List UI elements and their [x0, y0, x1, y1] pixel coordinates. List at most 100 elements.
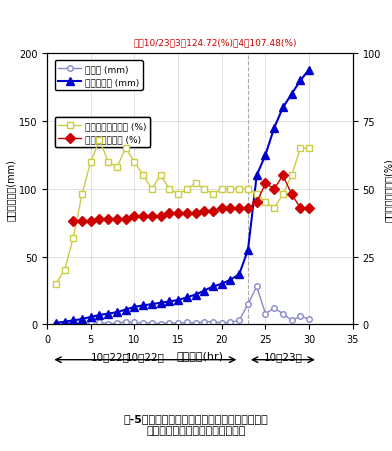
土壌水分計のり肩 (%)	[141, 173, 145, 179]
土壌水分計のり肩 (%)	[176, 192, 180, 198]
Text: 10月22日: 10月22日	[90, 351, 129, 361]
連続降水量 (mm)	[185, 295, 189, 300]
連続降水量 (mm)	[158, 300, 163, 306]
土壌水分計中腹 (%)	[167, 211, 172, 216]
土壌水分計のり肩 (%)	[167, 187, 172, 192]
土壌水分計中腹 (%)	[97, 216, 102, 222]
連続降水量 (mm)	[193, 292, 198, 298]
連続降水量 (mm)	[237, 272, 241, 277]
降水量 (mm)	[123, 319, 128, 325]
連続降水量 (mm)	[228, 277, 233, 283]
土壌水分計中腹 (%)	[246, 206, 250, 211]
連続降水量 (mm)	[123, 307, 128, 313]
連続降水量 (mm)	[97, 313, 102, 318]
降水量 (mm)	[80, 321, 84, 326]
降水量 (mm)	[281, 311, 285, 317]
土壌水分計のり肩 (%)	[237, 187, 241, 192]
土壌水分計のり肩 (%)	[220, 187, 224, 192]
降水量 (mm)	[254, 284, 259, 290]
連続降水量 (mm)	[167, 299, 172, 304]
土壌水分計中腹 (%)	[176, 211, 180, 216]
降水量 (mm)	[220, 321, 224, 326]
降水量 (mm)	[62, 321, 67, 327]
連続降水量 (mm)	[202, 288, 207, 294]
土壌水分計中腹 (%)	[228, 206, 233, 211]
連続降水量 (mm)	[80, 317, 84, 322]
土壌水分計のり肩 (%)	[307, 146, 312, 152]
連続降水量 (mm)	[62, 319, 67, 325]
土壌水分計中腹 (%)	[88, 219, 93, 225]
降水量 (mm)	[114, 321, 119, 326]
降水量 (mm)	[298, 314, 303, 319]
連続降水量 (mm)	[176, 298, 180, 303]
Line: 連続降水量 (mm): 連続降水量 (mm)	[52, 66, 313, 327]
土壌水分計のり肩 (%)	[88, 160, 93, 165]
Text: 10月22日: 10月22日	[126, 351, 165, 361]
土壌水分計中腹 (%)	[158, 214, 163, 219]
土壌水分計のり肩 (%)	[228, 187, 233, 192]
X-axis label: 時　間　(hr): 時 間 (hr)	[176, 350, 223, 360]
土壌水分計のり肩 (%)	[158, 173, 163, 179]
土壌水分計のり肩 (%)	[185, 187, 189, 192]
Text: 図-5　段丘斜面に設置した雨量計の時間降水量
と連続降水量及び土壌水分計の値: 図-5 段丘斜面に設置した雨量計の時間降水量 と連続降水量及び土壌水分計の値	[123, 413, 269, 435]
連続降水量 (mm)	[263, 153, 268, 158]
Text: 中腹10/23　3時124.72(%)，4時107.48(%): 中腹10/23 3時124.72(%)，4時107.48(%)	[134, 38, 298, 47]
連続降水量 (mm)	[307, 68, 312, 73]
土壌水分計中腹 (%)	[114, 216, 119, 222]
土壌水分計中腹 (%)	[193, 211, 198, 216]
土壌水分計中腹 (%)	[220, 206, 224, 211]
Line: 土壌水分計中腹 (%): 土壌水分計中腹 (%)	[70, 172, 312, 226]
土壌水分計のり肩 (%)	[53, 281, 58, 287]
降水量 (mm)	[158, 321, 163, 327]
降水量 (mm)	[149, 321, 154, 326]
土壌水分計のり肩 (%)	[193, 181, 198, 187]
土壌水分計中腹 (%)	[281, 173, 285, 179]
連続降水量 (mm)	[246, 248, 250, 253]
土壌水分計のり肩 (%)	[114, 165, 119, 170]
土壌水分計中腹 (%)	[106, 216, 111, 222]
土壌水分計のり肩 (%)	[62, 268, 67, 273]
降水量 (mm)	[193, 321, 198, 326]
土壌水分計のり肩 (%)	[263, 200, 268, 206]
土壌水分計のり肩 (%)	[298, 146, 303, 152]
土壌水分計中腹 (%)	[254, 200, 259, 206]
降水量 (mm)	[263, 311, 268, 317]
土壌水分計中腹 (%)	[263, 181, 268, 187]
土壌水分計のり肩 (%)	[254, 192, 259, 198]
降水量 (mm)	[289, 318, 294, 323]
土壌水分計のり肩 (%)	[289, 173, 294, 179]
連続降水量 (mm)	[281, 106, 285, 111]
土壌水分計中腹 (%)	[132, 214, 137, 219]
土壌水分計のり肩 (%)	[246, 187, 250, 192]
土壌水分計中腹 (%)	[289, 192, 294, 198]
連続降水量 (mm)	[289, 92, 294, 97]
連続降水量 (mm)	[141, 303, 145, 308]
土壌水分計のり肩 (%)	[272, 206, 276, 211]
降水量 (mm)	[307, 317, 312, 322]
連続降水量 (mm)	[106, 311, 111, 317]
連続降水量 (mm)	[88, 314, 93, 320]
降水量 (mm)	[237, 318, 241, 323]
降水量 (mm)	[71, 321, 76, 326]
連続降水量 (mm)	[211, 284, 215, 290]
降水量 (mm)	[202, 319, 207, 325]
連続降水量 (mm)	[298, 78, 303, 84]
Y-axis label: 土壌水分計の値　(%): 土壌水分計の値 (%)	[384, 157, 392, 221]
土壌水分計のり肩 (%)	[71, 235, 76, 241]
降水量 (mm)	[176, 321, 180, 326]
土壌水分計のり肩 (%)	[80, 192, 84, 198]
連続降水量 (mm)	[53, 321, 58, 326]
連続降水量 (mm)	[71, 318, 76, 323]
連続降水量 (mm)	[132, 304, 137, 310]
連続降水量 (mm)	[272, 126, 276, 131]
Line: 土壌水分計のり肩 (%): 土壌水分計のり肩 (%)	[53, 138, 312, 287]
土壌水分計のり肩 (%)	[281, 192, 285, 198]
Y-axis label: 降　水　量　(mm): 降 水 量 (mm)	[6, 159, 16, 220]
土壌水分計中腹 (%)	[185, 211, 189, 216]
降水量 (mm)	[88, 320, 93, 325]
降水量 (mm)	[106, 321, 111, 327]
連続降水量 (mm)	[254, 173, 259, 179]
土壌水分計中腹 (%)	[80, 219, 84, 225]
土壌水分計中腹 (%)	[149, 214, 154, 219]
降水量 (mm)	[141, 321, 145, 326]
